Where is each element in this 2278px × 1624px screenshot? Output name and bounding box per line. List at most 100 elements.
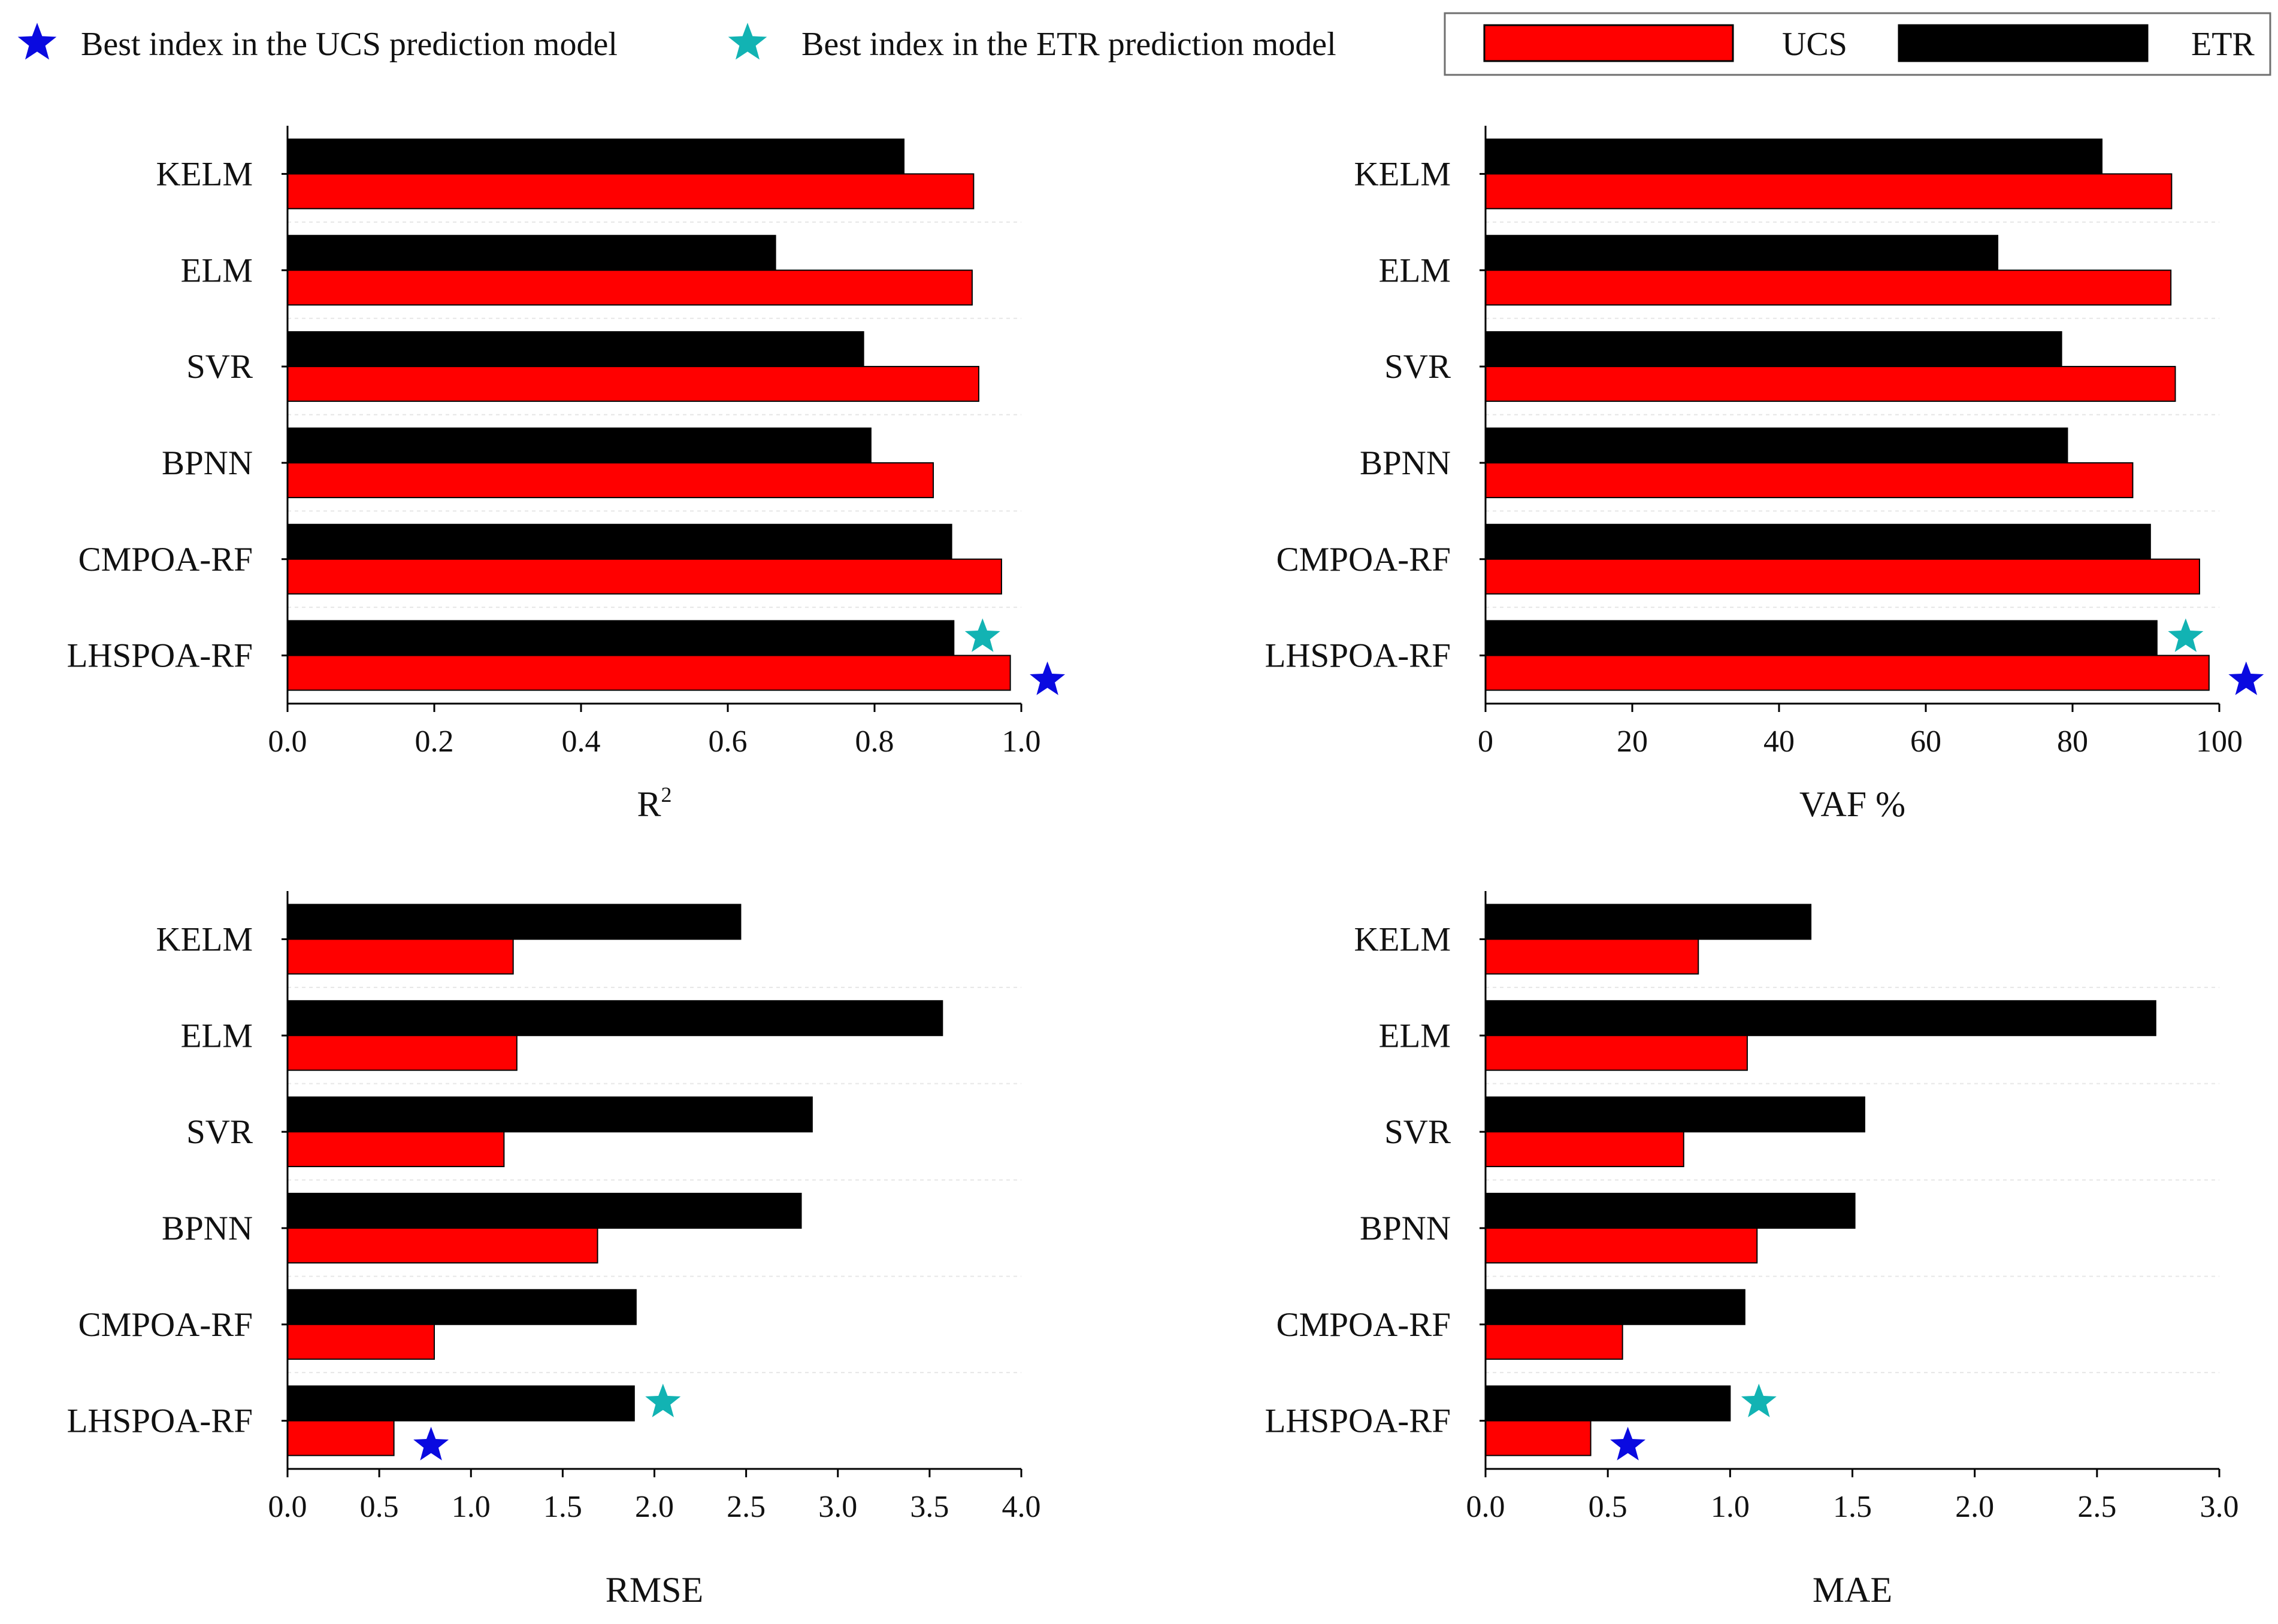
bar-etr-kelm	[1485, 138, 2102, 175]
bar-ucs-lhspoa-rf	[1485, 655, 2210, 691]
bar-ucs-svr	[287, 1131, 505, 1168]
x-tick-label: 20	[1617, 725, 1648, 759]
category-label: BPNN	[1360, 444, 1451, 482]
bar-ucs-svr	[1485, 366, 2176, 402]
bar-ucs-cmpoa-rf	[287, 558, 1002, 595]
ucs-best-star-icon	[2228, 661, 2264, 695]
bar-etr-lhspoa-rf	[1485, 620, 2158, 656]
x-tick-label: 3.5	[910, 1490, 949, 1524]
bar-etr-kelm	[1485, 904, 1812, 940]
bar-ucs-lhspoa-rf	[287, 1420, 395, 1456]
ucs-best-star-icon	[1030, 661, 1066, 695]
legend-ucs-swatch	[1483, 24, 1734, 62]
r2-chart: KELM ELM SVR BPNN CMPOA-RF LHSPOA-RF 0.0 0.2 0.4…	[67, 126, 1066, 824]
bar-etr-svr	[287, 331, 864, 368]
bar-etr-elm	[287, 1000, 943, 1037]
category-label: LHSPOA-RF	[1265, 1402, 1451, 1440]
legend-etr-label: ETR	[2191, 26, 2255, 63]
bar-ucs-cmpoa-rf	[1485, 1323, 1623, 1360]
category-label: BPNN	[162, 444, 253, 482]
x-tick-label: 0.4	[562, 725, 601, 759]
bar-etr-bpnn	[1485, 1192, 1856, 1229]
category-label: CMPOA-RF	[78, 1306, 253, 1344]
x-tick-label: 40	[1763, 725, 1795, 759]
etr-best-star-icon	[2168, 618, 2204, 652]
category-label: SVR	[186, 348, 253, 386]
category-label: KELM	[1354, 920, 1451, 958]
bar-etr-cmpoa-rf	[1485, 1289, 1745, 1325]
bar-etr-elm	[287, 235, 776, 271]
x-axis-title-superscript: 2	[661, 783, 672, 807]
bar-ucs-bpnn	[1485, 1227, 1758, 1264]
bar-etr-bpnn	[1485, 427, 2068, 463]
x-tick-label: 3.0	[2200, 1490, 2239, 1524]
x-axis-title: MAE	[1813, 1570, 1892, 1610]
x-tick-label: 0.6	[709, 725, 748, 759]
category-label: SVR	[1384, 1113, 1451, 1151]
x-tick-label: 0.5	[360, 1490, 399, 1524]
bar-ucs-bpnn	[287, 1227, 598, 1264]
x-tick-label: 1.5	[1833, 1490, 1872, 1524]
category-label: ELM	[1379, 1017, 1451, 1055]
bar-ucs-bpnn	[1485, 462, 2134, 498]
category-label: BPNN	[1360, 1210, 1451, 1247]
bar-ucs-bpnn	[287, 462, 934, 498]
x-tick-label: 0.0	[1466, 1490, 1505, 1524]
bar-etr-kelm	[287, 904, 742, 940]
x-tick-label: 3.0	[818, 1490, 857, 1524]
bar-ucs-svr	[287, 366, 979, 402]
x-axis-title: RMSE	[606, 1570, 703, 1610]
bar-ucs-elm	[1485, 269, 2172, 306]
bar-etr-cmpoa-rf	[287, 1289, 637, 1325]
bar-ucs-lhspoa-rf	[1485, 1420, 1592, 1456]
ucs-best-star-icon	[17, 23, 57, 60]
bar-ucs-cmpoa-rf	[1485, 558, 2200, 595]
category-label: ELM	[1379, 252, 1451, 289]
bar-ucs-cmpoa-rf	[287, 1323, 435, 1360]
category-label: ELM	[181, 252, 253, 289]
x-tick-label: 0.5	[1589, 1490, 1627, 1524]
ucs-best-star-icon	[1610, 1426, 1646, 1461]
etr-best-star-icon	[964, 618, 1000, 652]
x-axis-title: VAF %	[1799, 784, 1905, 824]
etr-best-star-icon	[645, 1383, 681, 1417]
category-label: LHSPOA-RF	[1265, 637, 1451, 675]
bar-etr-cmpoa-rf	[1485, 523, 2151, 560]
x-tick-label: 80	[2057, 725, 2088, 759]
x-tick-label: 60	[1910, 725, 1941, 759]
bar-ucs-kelm	[287, 938, 514, 975]
legend-etr-star-label: Best index in the ETR prediction model	[801, 26, 1336, 63]
x-tick-label: 0.0	[268, 1490, 307, 1524]
category-label: LHSPOA-RF	[67, 637, 253, 675]
vaf-chart: KELM ELM SVR BPNN CMPOA-RF LHSPOA-RF 0 20 40 60 80…	[1265, 126, 2264, 824]
bar-etr-lhspoa-rf	[287, 1385, 635, 1422]
x-tick-label: 1.5	[543, 1490, 582, 1524]
category-label: SVR	[1384, 348, 1451, 386]
bar-ucs-lhspoa-rf	[287, 655, 1011, 691]
category-label: CMPOA-RF	[1276, 541, 1451, 578]
bar-ucs-svr	[1485, 1131, 1684, 1168]
bar-ucs-kelm	[1485, 938, 1699, 975]
bar-ucs-kelm	[287, 173, 975, 210]
category-label: KELM	[156, 920, 253, 958]
x-tick-label: 1.0	[452, 1490, 491, 1524]
x-tick-label: 2.0	[1955, 1490, 1994, 1524]
category-label: KELM	[156, 155, 253, 193]
bar-ucs-elm	[287, 1035, 518, 1071]
x-tick-label: 2.5	[727, 1490, 766, 1524]
etr-best-star-icon	[728, 23, 767, 60]
legend-etr-swatch	[1898, 24, 2149, 62]
x-tick-label: 2.0	[635, 1490, 674, 1524]
etr-best-star-icon	[1741, 1383, 1777, 1417]
x-tick-label: 2.5	[2077, 1490, 2116, 1524]
category-label: CMPOA-RF	[78, 541, 253, 578]
bar-etr-elm	[1485, 235, 1999, 271]
bar-ucs-elm	[287, 269, 973, 306]
bar-ucs-kelm	[1485, 173, 2173, 210]
bar-etr-kelm	[287, 138, 904, 175]
x-axis-title: R2	[637, 783, 671, 824]
bar-etr-elm	[1485, 1000, 2156, 1037]
bar-etr-svr	[1485, 331, 2062, 368]
x-tick-label: 0.0	[268, 725, 307, 759]
